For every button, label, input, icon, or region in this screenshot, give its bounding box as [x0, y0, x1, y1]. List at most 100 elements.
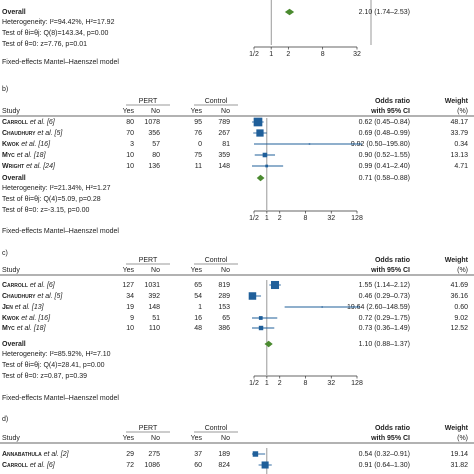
pb-study2-weight: 0.34	[454, 141, 468, 148]
pc-header-pert-yes: Yes	[123, 267, 135, 274]
pa-x-tick-label-0: 1/2	[249, 51, 259, 58]
pb-study4-pert-yes: 10	[126, 163, 134, 170]
pc-header-pert: PERT	[139, 257, 158, 264]
pb-study0-pert-no: 1078	[144, 119, 160, 126]
pb-study0-control-no: 789	[218, 119, 230, 126]
pb-study1-weight: 33.79	[450, 130, 468, 137]
pc-study1-author: Chaudhury	[2, 293, 36, 300]
pd-study1-author: Carroll	[2, 462, 28, 469]
pb-study3-pert-yes: 10	[126, 152, 134, 159]
pd-study1-control-yes: 60	[194, 462, 202, 469]
pd-study1-point	[261, 461, 269, 469]
pc-x-tick-label-1: 1	[265, 380, 269, 387]
pb-x-tick-label-2: 2	[278, 215, 282, 222]
pb-study0-point	[253, 117, 263, 127]
pd-study0-weight: 19.14	[450, 451, 468, 458]
pc-study2-control-no: 153	[218, 304, 230, 311]
pc-study0-ref: et al. [6]	[28, 282, 56, 289]
pc-x-tick-label-4: 32	[327, 380, 335, 387]
pd-study0-point	[252, 451, 259, 457]
pb-study4-ref: et al. [24]	[24, 163, 56, 170]
pd-study0-author: Annabathula	[2, 451, 42, 458]
pb-study0-control-yes: 95	[194, 119, 202, 126]
pc-study0-weight: 41.69	[450, 282, 468, 289]
pc-x-tick-label-5: 128	[351, 380, 363, 387]
pc-heterogeneity: Heterogeneity: I²=85.92%, H²=7.10	[2, 351, 111, 358]
pc-overall-label: Overall	[2, 341, 26, 348]
pc-overall-or-ci: 1.10 (0.88–1.37)	[359, 341, 410, 348]
pb-model-note: Fixed-effects Mantel–Haenszel model	[2, 228, 119, 235]
pb-header-weight: Weight	[445, 98, 469, 105]
pc-study4-pert-yes: 10	[126, 325, 134, 332]
pb-overall-label: Overall	[2, 175, 26, 182]
pc-study3-name: Kwok et al. [16]	[2, 315, 51, 322]
pd-study0-name: Annabathula et al. [2]	[2, 451, 70, 458]
pb-effect-test: Test of θ=0: z=-3.15, p=0.00	[2, 207, 89, 214]
pb-overall-diamond	[256, 174, 265, 182]
pc-study3-or-ci: 0.72 (0.29–1.75)	[359, 315, 410, 322]
pc-homogeneity-test: Test of θi=θj: Q(4)=28.41, p=0.00	[2, 362, 105, 369]
pb-study4-control-no: 148	[218, 163, 230, 170]
pc-study2-control-yes: 1	[198, 304, 202, 311]
pb-header-pert-yes: Yes	[123, 108, 135, 115]
pc-effect-test: Test of θ=0: z=0.87, p=0.39	[2, 373, 87, 380]
pd-study1-pert-no: 1086	[144, 462, 160, 469]
pc-study3-ref: et al. [16]	[19, 315, 51, 322]
pc-study3-pert-yes: 9	[130, 315, 134, 322]
pb-study0-pert-yes: 80	[126, 119, 134, 126]
pd-study1-control-no: 824	[218, 462, 230, 469]
pc-x-tick-label-0: 1/2	[249, 380, 259, 387]
pc-model-note: Fixed-effects Mantel–Haenszel model	[2, 395, 119, 402]
pc-study3-weight: 9.02	[454, 315, 468, 322]
pb-header-pert: PERT	[139, 98, 158, 105]
pd-header-pert-yes: Yes	[123, 435, 135, 442]
pc-header-control-no: No	[221, 267, 230, 274]
pa-overall-or-ci: 2.10 (1.74–2.53)	[359, 9, 410, 16]
pd-header-or: Odds ratio	[375, 425, 410, 432]
pa-x-tick-label-1: 1	[269, 51, 273, 58]
pb-study2-control-no: 81	[222, 141, 230, 148]
pd-header-weight: Weight	[445, 425, 469, 432]
pa-model-note: Fixed-effects Mantel–Haenszel model	[2, 59, 119, 66]
pd-header-weight-unit: (%)	[457, 435, 468, 442]
pa-heterogeneity: Heterogeneity: I²=94.42%, H²=17.92	[2, 19, 115, 26]
pc-study2-ref: et al. [13]	[13, 304, 45, 311]
pb-study1-point	[256, 129, 264, 137]
pc-study3-point	[258, 316, 263, 320]
pd-study0-pert-no: 275	[148, 451, 160, 458]
pb-study0-ref: et al. [6]	[28, 119, 56, 126]
pb-study1-control-no: 267	[218, 130, 230, 137]
pd-study1-name: Carroll et al. [6]	[2, 462, 56, 469]
pc-header-study: Study	[2, 267, 20, 274]
pc-x-tick-label-3: 8	[304, 380, 308, 387]
pa-overall-diamond	[284, 8, 295, 16]
pb-header-control-yes: Yes	[191, 108, 203, 115]
pb-header-weight-unit: (%)	[457, 108, 468, 115]
pc-study1-pert-no: 392	[148, 293, 160, 300]
pc-study0-control-no: 819	[218, 282, 230, 289]
pa-effect-test: Test of θ=0: z=7.76, p=0.01	[2, 41, 87, 48]
pb-study4-control-yes: 11	[195, 163, 202, 170]
pd-study0-pert-yes: 29	[126, 451, 134, 458]
pc-study1-control-yes: 54	[194, 293, 202, 300]
pb-header-study: Study	[2, 108, 20, 115]
pc-study1-pert-yes: 34	[126, 293, 134, 300]
pb-study2-or-ci: 9.92 (0.50–195.80)	[351, 141, 410, 148]
pb-header-pert-no: No	[151, 108, 160, 115]
pb-x-tick-label-0: 1/2	[249, 215, 259, 222]
pc-study3-control-yes: 16	[194, 315, 202, 322]
pb-header-or: Odds ratio	[375, 98, 410, 105]
pb-study3-weight: 13.13	[450, 152, 468, 159]
pb-study4-or-ci: 0.99 (0.41–2.40)	[359, 163, 410, 170]
pb-study0-or-ci: 0.62 (0.45–0.84)	[359, 119, 410, 126]
pb-study4-pert-no: 136	[148, 163, 160, 170]
pb-study3-point	[262, 152, 268, 158]
pb-study3-name: Myc et al. [18]	[2, 152, 47, 159]
pb-study0-name: Carroll et al. [6]	[2, 119, 56, 126]
pb-study1-or-ci: 0.69 (0.48–0.99)	[359, 130, 410, 137]
pc-study2-name: Jen et al. [13]	[2, 304, 45, 311]
pa-x-tick-label-4: 32	[353, 51, 361, 58]
pc-study4-weight: 12.52	[450, 325, 468, 332]
pc-header-weight-unit: (%)	[457, 267, 468, 274]
pd-study1-pert-yes: 72	[126, 462, 134, 469]
